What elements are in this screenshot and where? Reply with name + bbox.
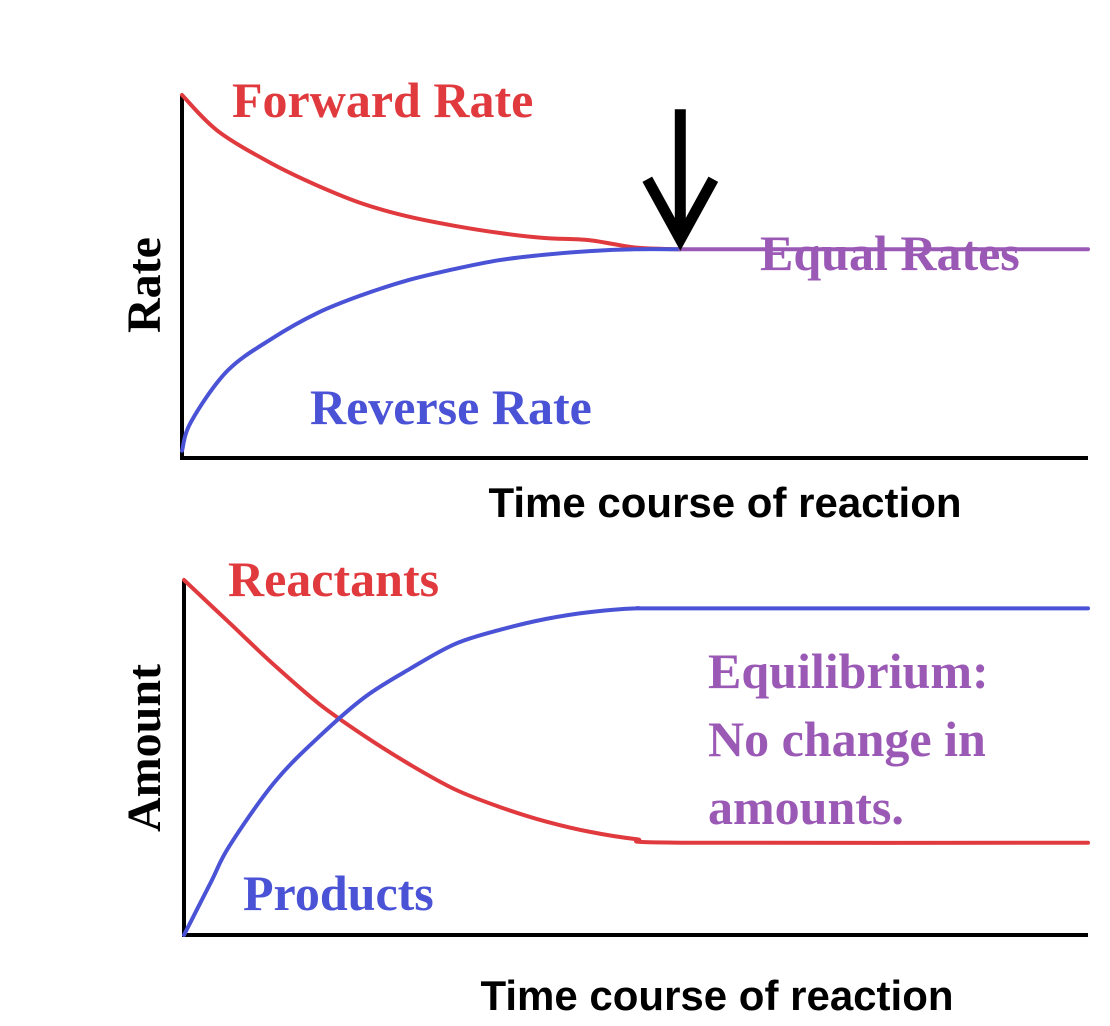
- annotation-equal-rates: Equal Rates: [760, 225, 1020, 281]
- annotation-equilibrium-line-3: amounts.: [708, 779, 904, 835]
- series-label-products: Products: [243, 865, 434, 921]
- rate-chart: Forward Rate Reverse Rate Equal Rates Rate T…: [118, 72, 1090, 526]
- x-axis-label: Time course of reaction: [480, 972, 953, 1019]
- series-label-reactants: Reactants: [228, 551, 439, 607]
- series-line-reverse-rate: [180, 247, 683, 453]
- annotation-equilibrium-line-1: Equilibrium:: [708, 643, 989, 699]
- y-axis-label: Rate: [118, 237, 171, 333]
- series-line-reactants: [182, 578, 1090, 845]
- series-label-reverse-rate: Reverse Rate: [310, 379, 592, 435]
- annotation-equilibrium-line-2: No change in: [708, 711, 986, 767]
- amount-chart: Reactants Products Equilibrium: No change i…: [118, 551, 1090, 1019]
- series-line-products: [182, 606, 1090, 937]
- series-label-forward-rate: Forward Rate: [232, 72, 533, 128]
- down-arrow-icon: [642, 109, 719, 251]
- x-axis-label: Time course of reaction: [488, 479, 961, 526]
- series-line-forward-rate: [180, 93, 683, 252]
- y-axis-label: Amount: [118, 664, 171, 832]
